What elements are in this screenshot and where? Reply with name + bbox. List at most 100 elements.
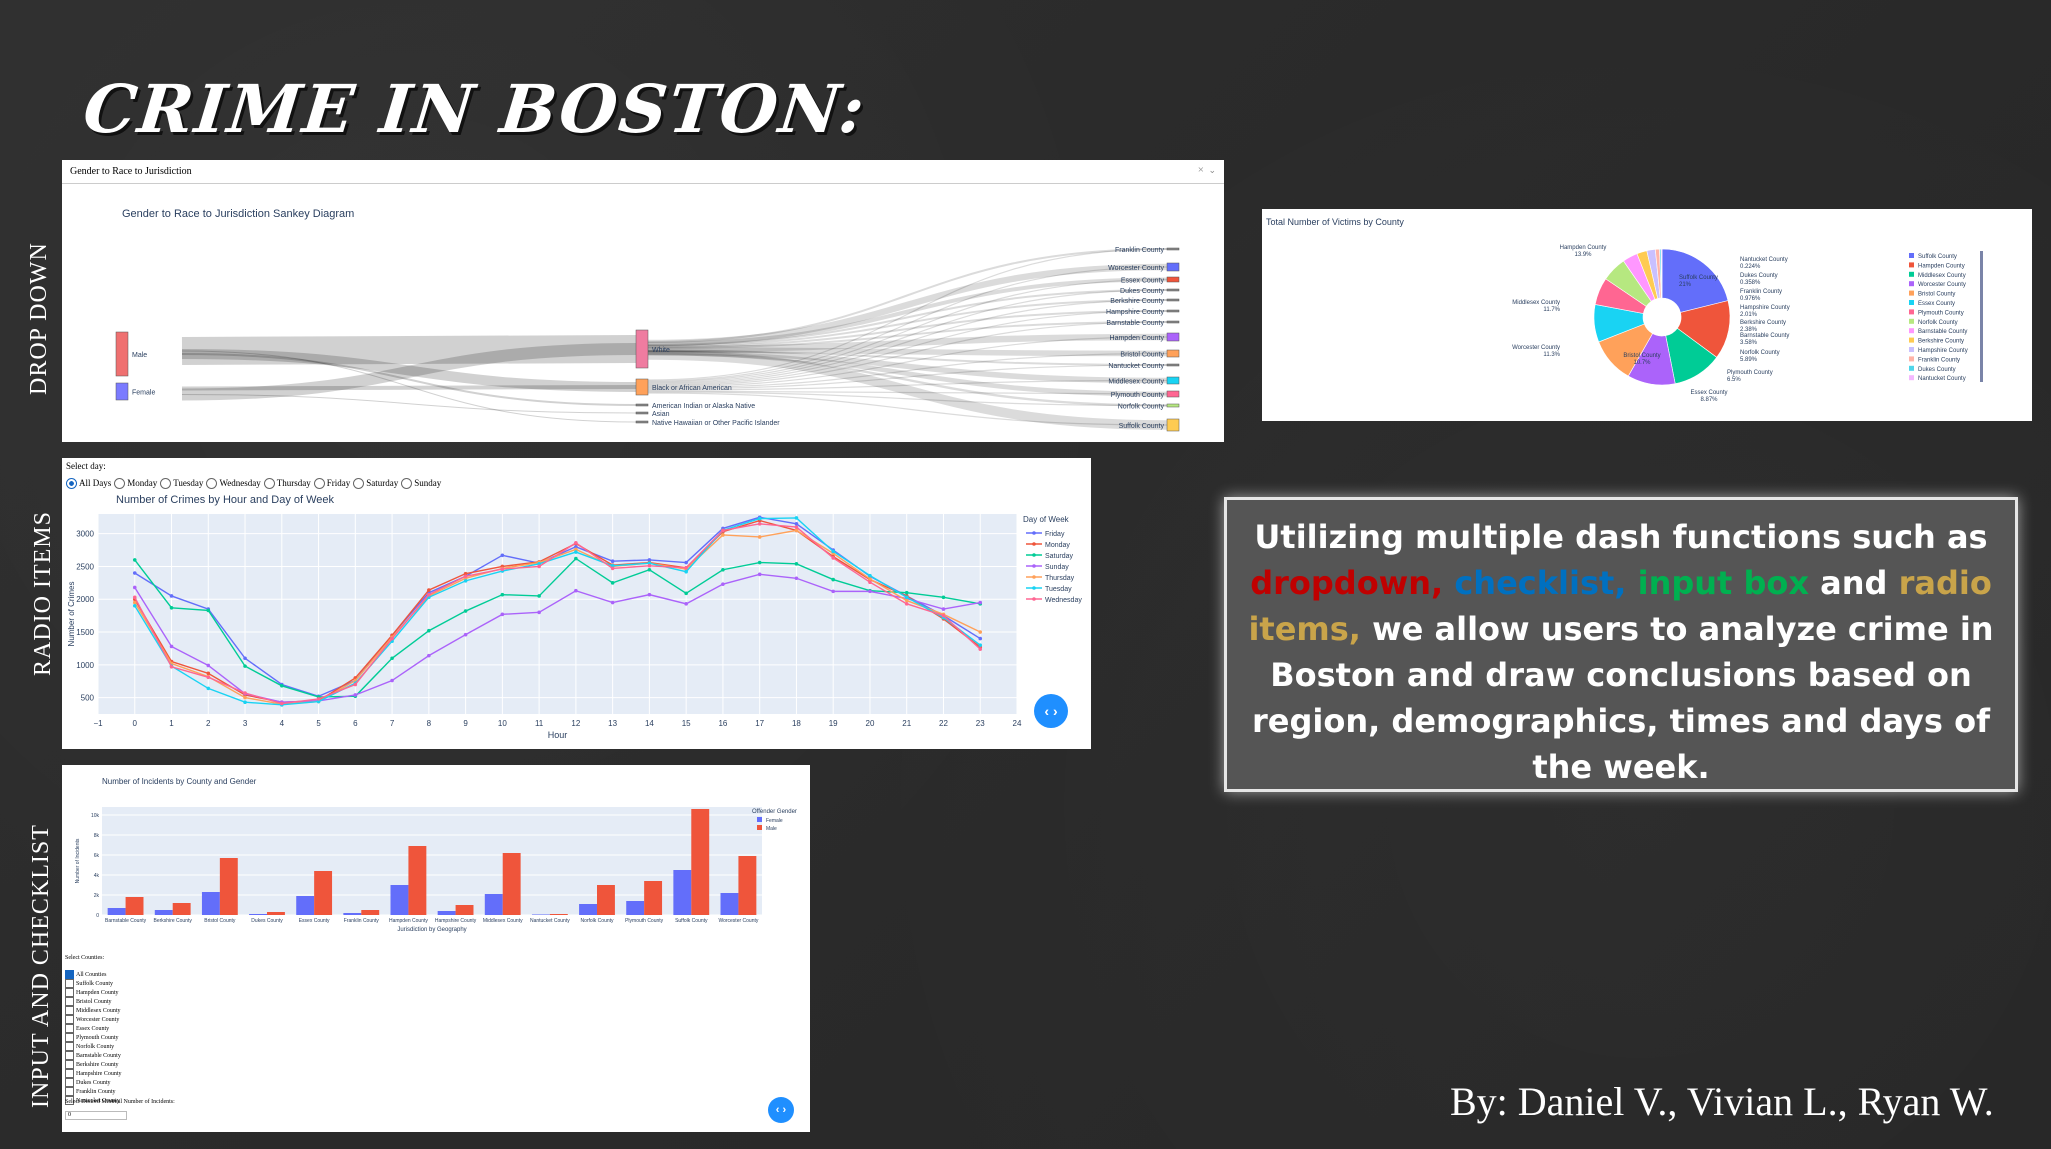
radio-circle[interactable]: [263, 478, 275, 490]
legend-label: Monday: [1045, 542, 1070, 549]
data-point: [831, 556, 835, 560]
radio-circle[interactable]: [206, 478, 218, 490]
data-point: [647, 567, 652, 572]
pie-legend-label: Hampshire County: [1918, 348, 1968, 354]
radio-circle[interactable]: [353, 478, 365, 490]
pie-legend-label: Franklin County: [1918, 357, 1960, 363]
checkbox[interactable]: [65, 997, 74, 1006]
checklist-item[interactable]: Dukes County: [65, 1078, 122, 1087]
sankey-label-race: American Indian or Alaska Native: [652, 403, 755, 410]
sankey-link: [646, 352, 1168, 407]
checkbox[interactable]: [65, 988, 74, 997]
checkbox[interactable]: [65, 1060, 74, 1069]
checklist-item[interactable]: All Counties: [65, 970, 122, 979]
sankey-link: [646, 289, 1168, 346]
nav-button[interactable]: ‹ ›: [1034, 694, 1068, 728]
checklist-item[interactable]: Essex County: [65, 1024, 122, 1033]
checkbox[interactable]: [65, 1096, 74, 1105]
day-radio-all-days[interactable]: All Days: [66, 478, 111, 490]
pie-panel: Total Number of Victims by County Suffol…: [1262, 209, 2032, 421]
data-point: [500, 553, 505, 558]
data-point: [537, 562, 541, 566]
checklist-item[interactable]: Bristol County: [65, 997, 122, 1006]
sankey-link: [646, 364, 1168, 390]
data-point: [721, 567, 725, 572]
sankey-node-race: [635, 403, 649, 407]
radio-circle[interactable]: [66, 478, 77, 490]
data-point: [868, 580, 872, 584]
nav-button-2[interactable]: ‹ ›: [768, 1097, 794, 1123]
data-point: [132, 604, 137, 608]
x-tick-label: Suffolk County: [675, 918, 708, 924]
checkbox[interactable]: [65, 1051, 74, 1060]
checklist-item[interactable]: Suffolk County: [65, 979, 122, 988]
sankey-link: [181, 350, 637, 423]
checklist-item[interactable]: Worcester County: [65, 1015, 122, 1024]
checkbox[interactable]: [65, 1006, 74, 1015]
x-tick-label: 5: [316, 719, 321, 728]
series-line-tuesday: [134, 517, 981, 706]
data-point: [647, 558, 652, 562]
y-tick-label: 0: [96, 913, 99, 919]
data-point: [537, 564, 541, 569]
bar-female: [390, 885, 409, 915]
day-radio-friday[interactable]: Friday: [313, 478, 350, 490]
dropdown-clear-icon[interactable]: ×: [1197, 164, 1204, 176]
sankey-link: [646, 352, 1168, 389]
bar-male: [644, 881, 663, 915]
data-point: [280, 701, 284, 706]
x-tick-label: Middlesex County: [483, 918, 523, 924]
checklist-item[interactable]: Plymouth County: [65, 1033, 122, 1042]
pie-legend-label: Hampden County: [1918, 263, 1965, 269]
checkbox[interactable]: [65, 1069, 74, 1078]
checkbox[interactable]: [65, 1033, 74, 1042]
data-point: [537, 594, 541, 598]
checklist-item[interactable]: Nantucket County: [65, 1096, 122, 1105]
data-point: [206, 663, 211, 668]
radio-circle[interactable]: [114, 478, 126, 490]
chevron-down-icon[interactable]: ⌄: [1208, 165, 1216, 175]
radio-circle[interactable]: [313, 478, 325, 490]
data-point: [684, 565, 688, 570]
day-radio-sunday[interactable]: Sunday: [401, 478, 441, 490]
min-incidents-input[interactable]: 0: [65, 1111, 127, 1120]
data-point: [904, 590, 909, 595]
radio-circle[interactable]: [401, 478, 413, 490]
sankey-label-race: Black or African American: [652, 385, 732, 392]
day-radio-wednesday[interactable]: Wednesday: [206, 478, 261, 490]
pie-legend-label: Bristol County: [1918, 292, 1955, 298]
data-point: [500, 612, 505, 617]
bar-chart[interactable]: 0 2k 4k 6k 8k 10k Barnstable County Berkshire C…: [62, 765, 810, 945]
sankey-title: Gender to Race to Jurisdiction Sankey Di…: [122, 208, 355, 220]
checkbox[interactable]: [65, 979, 74, 988]
day-radio-tuesday[interactable]: Tuesday: [160, 478, 203, 490]
checklist-item[interactable]: Middlesex County: [65, 1006, 122, 1015]
pie-legend-swatch: [1909, 318, 1914, 324]
sankey-diagram[interactable]: Male Female White Black or African American…: [62, 160, 1224, 442]
checkbox[interactable]: [65, 1024, 74, 1033]
checkbox[interactable]: [65, 1015, 74, 1024]
sankey-link: [646, 350, 1168, 430]
radio-circle[interactable]: [160, 478, 172, 490]
day-radio-thursday[interactable]: Thursday: [263, 478, 311, 490]
pie-legend-scrollbar[interactable]: [1980, 251, 1983, 382]
county-dropdown[interactable]: Gender to Race to Jurisdiction × ⌄: [62, 160, 1224, 184]
checklist-item[interactable]: Franklin County: [65, 1087, 122, 1096]
checklist-item[interactable]: Barnstable County: [65, 1051, 122, 1060]
day-radio-group: All Days Monday Tuesday Wednesday Thursday Fr…: [66, 478, 444, 490]
checkbox[interactable]: [65, 1078, 74, 1087]
checkbox[interactable]: [65, 1087, 74, 1096]
legend-marker: [1032, 553, 1036, 557]
checklist-item[interactable]: Norfolk County: [65, 1042, 122, 1051]
checkbox[interactable]: [65, 970, 74, 979]
day-radio-saturday[interactable]: Saturday: [353, 478, 398, 490]
x-tick-label: 14: [645, 719, 654, 728]
checklist-item[interactable]: Berkshire County: [65, 1060, 122, 1069]
checkbox[interactable]: [65, 1042, 74, 1051]
checklist-item[interactable]: Hampden County: [65, 988, 122, 997]
checklist-item[interactable]: Hampshire County: [65, 1069, 122, 1078]
pie-slice: [1660, 248, 1663, 299]
day-radio-monday[interactable]: Monday: [114, 478, 157, 490]
